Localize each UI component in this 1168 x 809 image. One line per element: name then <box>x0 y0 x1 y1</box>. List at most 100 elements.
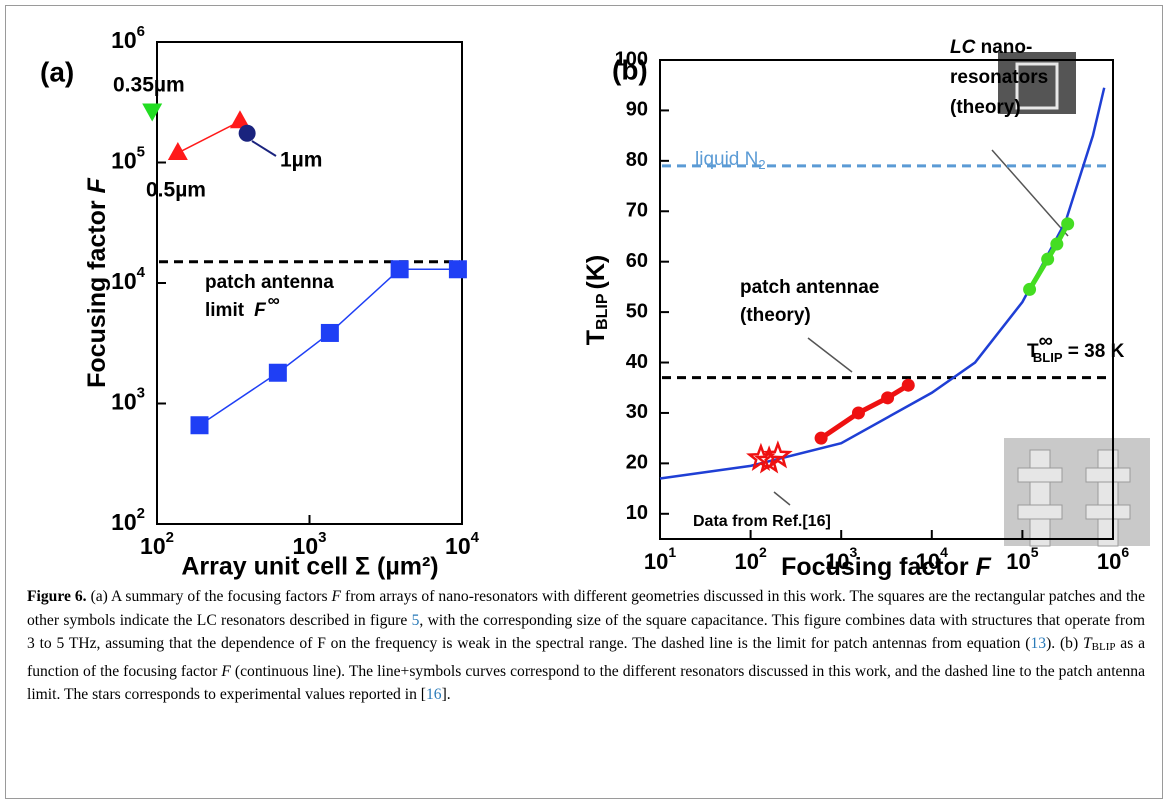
x-tick-label: 10 <box>734 549 758 574</box>
x-tick-label: 103 <box>825 544 857 574</box>
marker <box>190 416 209 435</box>
y-tick-label: 103 <box>111 384 145 414</box>
marker <box>901 378 915 392</box>
annotation: 0.5µm <box>146 179 206 202</box>
arrow <box>251 140 277 157</box>
caption-text: F <box>221 662 231 680</box>
panel-label: (a) <box>40 56 74 87</box>
x-tick-label: 10 <box>1097 549 1121 574</box>
marker <box>1050 237 1064 251</box>
y-tick-label: 10 <box>111 268 137 294</box>
annotation: 1µm <box>280 149 322 172</box>
marker <box>1061 217 1075 231</box>
annotation: T <box>1027 341 1039 362</box>
marker <box>754 445 784 474</box>
caption-text: as a function of the focusing factor <box>27 635 1146 680</box>
x-tick-label: 10 <box>1006 549 1030 574</box>
annotation: = 38 K <box>1063 341 1125 362</box>
series-line <box>819 383 910 441</box>
marker <box>268 363 287 382</box>
annotation: (theory) <box>740 305 811 326</box>
annotation: patch antennae <box>740 277 879 298</box>
y-tick-label: 90 <box>626 99 648 121</box>
y-tick-label: 10 <box>111 27 137 53</box>
x-tick-label: 10 <box>293 533 319 559</box>
y-tick-label: 106 <box>111 23 145 53</box>
annotation: patch antenna <box>205 272 334 293</box>
series-line <box>659 87 1106 480</box>
y-axis-label: T <box>582 330 610 345</box>
caption-label: Figure 6. <box>27 588 87 605</box>
y-tick-label: 4 <box>137 264 146 281</box>
marker <box>167 141 188 160</box>
caption-text: (a) A summary of the focusing factors <box>86 588 332 605</box>
annotation: T∞ BLIP = 38 K <box>1027 330 1125 365</box>
y-tick-label: 10 <box>626 502 648 524</box>
y-tick-label: 70 <box>626 200 648 222</box>
y-axis-label: (K) <box>582 255 610 290</box>
x-axis-label: F <box>976 553 992 580</box>
caption-text: BLIP <box>1091 641 1116 654</box>
caption-text: , with the corresponding size of the squ… <box>27 611 1145 653</box>
y-tick-label: 60 <box>626 250 648 272</box>
sem-inset <box>998 52 1076 114</box>
x-tick-label: 104 <box>916 544 948 574</box>
annotation: BLIP <box>1033 350 1063 365</box>
x-axis-label: Focusing factor <box>781 553 969 580</box>
annotation: liquid N2 <box>695 149 766 172</box>
y-axis-label: TBLIP (K) <box>582 255 612 345</box>
annotation: Data from Ref.[16] <box>693 513 831 530</box>
y-tick-label: 10 <box>111 389 137 415</box>
y-tick-label: 2 <box>137 505 145 522</box>
y-axis-label: Focusing factor F <box>83 177 111 387</box>
y-tick-label: 10 <box>111 509 137 535</box>
caption-link[interactable]: 13 <box>1030 635 1047 653</box>
marker <box>320 323 339 342</box>
marker <box>763 440 793 469</box>
arrow <box>807 337 853 373</box>
arrow <box>991 149 1069 237</box>
marker <box>142 103 163 122</box>
series-line <box>1027 222 1070 291</box>
x-tick-label: 105 <box>1006 544 1038 574</box>
caption-link[interactable]: 16 <box>425 686 442 704</box>
annotation: 0.35µm <box>113 74 185 97</box>
figure-border <box>5 5 1163 799</box>
y-tick-label: 30 <box>626 401 648 423</box>
x-axis-label: Focusing factor F <box>781 553 991 580</box>
caption-text: ]. <box>441 686 451 704</box>
figure-caption: Figure 6. (a) A summary of the focusing … <box>27 585 1145 707</box>
marker <box>390 260 409 279</box>
x-tick-label: 102 <box>734 544 766 574</box>
x-tick-label: 10 <box>916 549 940 574</box>
y-tick-label: 3 <box>137 384 145 401</box>
x-tick-label: 1 <box>668 544 676 560</box>
x-tick-label: 4 <box>940 544 948 560</box>
x-tick-label: 10 <box>644 549 668 574</box>
y-axis-label: F <box>83 177 111 193</box>
y-tick-label: 50 <box>626 300 648 322</box>
x-tick-label: 104 <box>445 529 480 559</box>
caption-link[interactable]: 5 <box>411 611 420 629</box>
y-tick-label: 80 <box>626 149 648 171</box>
x-tick-label: 2 <box>759 544 767 560</box>
y-tick-label: 5 <box>137 143 145 160</box>
figure: (a) 0.35µm 0.5µm 1µm patch antenna limit… <box>40 23 1150 580</box>
y-tick-label: 40 <box>626 351 648 373</box>
x-tick-label: 5 <box>1031 544 1039 560</box>
marker <box>1041 252 1055 266</box>
x-tick-label: 2 <box>166 529 174 546</box>
annotation: ∞ <box>1039 330 1053 352</box>
x-tick-label: 3 <box>850 544 858 560</box>
x-tick-label: 6 <box>1121 544 1129 560</box>
sem-inset <box>1004 438 1150 546</box>
caption-text: (continuous line). The line+symbols curv… <box>27 662 1145 704</box>
y-tick-label: 20 <box>626 452 648 474</box>
annotation: resonators <box>950 67 1048 88</box>
y-tick-label: 105 <box>111 143 145 173</box>
annotation: limit <box>205 300 245 321</box>
marker <box>881 391 895 405</box>
annotation: LC <box>950 37 976 58</box>
annotation: F <box>254 300 267 321</box>
